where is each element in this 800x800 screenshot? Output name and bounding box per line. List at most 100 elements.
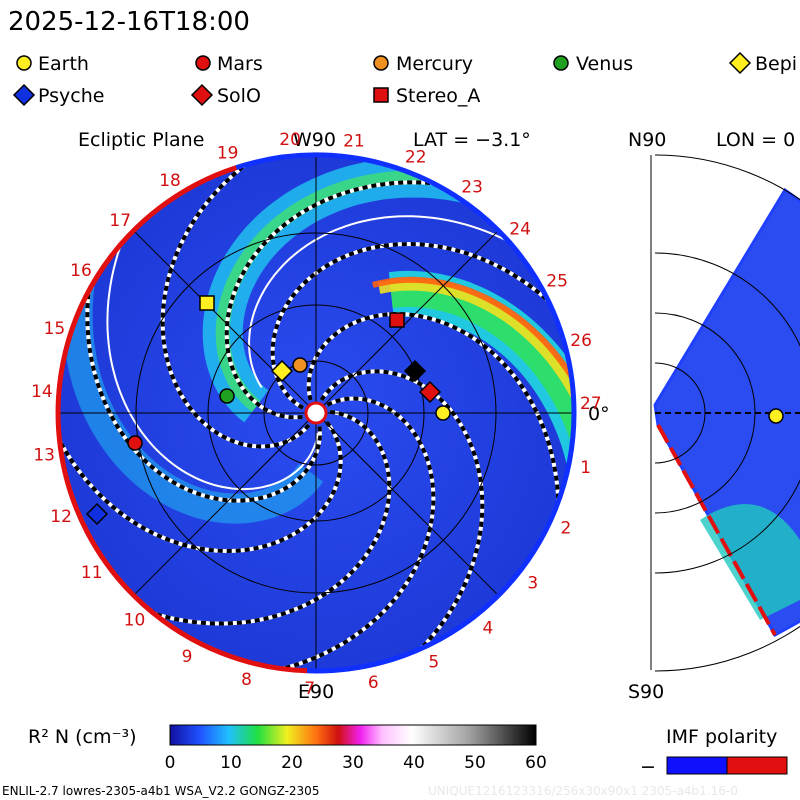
colorbar-tick-label: 10 <box>220 753 242 773</box>
body-marker <box>219 388 235 404</box>
sector-label: 1 <box>580 458 591 478</box>
field-line <box>160 155 350 449</box>
field-line <box>167 396 436 671</box>
meridional-panel: N90 LON = 0 S90 <box>628 129 800 703</box>
legend-label: Mars <box>217 53 263 75</box>
sector-label: 18 <box>159 171 181 191</box>
sector-label: 13 <box>33 446 55 466</box>
legend-marker <box>373 87 389 103</box>
sector-label: 12 <box>50 507 72 527</box>
sector-label: 4 <box>482 619 493 639</box>
sector-label: 15 <box>44 319 66 339</box>
longitude-label: LON = 0 <box>716 129 795 151</box>
sector-boundary <box>106 155 319 491</box>
polarity-positive <box>726 756 788 775</box>
sector-label: 6 <box>368 673 379 693</box>
sector-label: 14 <box>31 382 53 402</box>
sector-label: 9 <box>182 647 193 667</box>
body-marker <box>403 359 427 383</box>
colorbar <box>169 724 537 746</box>
sector-label: 8 <box>241 670 252 690</box>
legend-label: Mercury <box>396 53 473 75</box>
legend-label: SolO <box>217 85 261 107</box>
polarity-edge <box>656 424 777 636</box>
legend: Earth Mars Mercury Venus Bepi Psyche Sol… <box>12 51 797 107</box>
sector-label: 24 <box>509 220 531 240</box>
axis-label: N90 <box>628 129 666 151</box>
colorbar-tick-label: 40 <box>403 753 425 773</box>
model-info: ENLIL-2.7 lowres-2305-a4b1 WSA_V2.2 GONG… <box>2 784 319 798</box>
sector-label: 23 <box>461 178 483 198</box>
polarity-negative <box>666 756 728 775</box>
field-line <box>270 241 574 410</box>
density-patch <box>700 504 800 620</box>
legend-marker <box>728 51 752 75</box>
legend-label: Psyche <box>38 85 104 107</box>
density-stream <box>372 276 574 475</box>
sector-label: 16 <box>70 261 92 281</box>
range-ring <box>654 154 800 672</box>
polarity-arc <box>306 412 577 674</box>
sector-label: 2 <box>561 519 572 539</box>
body-marker <box>127 435 143 451</box>
colorbar-tick-label: 60 <box>525 753 547 773</box>
legend-marker <box>553 55 569 71</box>
legend-label: Bepi <box>755 53 797 75</box>
sector-label: 25 <box>546 272 568 292</box>
body-marker <box>270 359 294 383</box>
sector-label: 17 <box>109 211 131 231</box>
sector-label: 11 <box>81 563 103 583</box>
field-line <box>224 180 544 420</box>
sun <box>304 401 328 425</box>
field-line <box>85 181 322 503</box>
sector-label: 20 <box>279 130 301 150</box>
colorbar-tick-label: 30 <box>342 753 364 773</box>
sector-label: 22 <box>405 148 427 168</box>
legend-label: Earth <box>38 53 89 75</box>
latitude-label: LAT = −3.1° <box>413 129 531 151</box>
timestamp: 2025-12-16T18:00 <box>8 7 250 37</box>
axis-label: W90 <box>293 129 336 151</box>
sector-label: 27 <box>580 394 602 414</box>
sector-label: 5 <box>428 653 439 673</box>
sector-label: 21 <box>343 132 365 152</box>
polarity-minus: − <box>640 756 656 778</box>
field-line <box>319 369 485 671</box>
colorbar-ticks: 0 10 20 30 40 50 60 <box>165 753 547 773</box>
polarity-arc <box>55 165 308 674</box>
colorbar-tick-label: 20 <box>281 753 303 773</box>
sector-label: 3 <box>527 573 538 593</box>
axis-label: E90 <box>298 681 334 703</box>
polarity-arc <box>235 152 577 414</box>
body-marker <box>292 357 308 373</box>
density-stream <box>389 280 574 518</box>
body-marker <box>85 502 109 526</box>
body-marker <box>435 405 451 421</box>
sector-label: 10 <box>124 611 146 631</box>
axis-label: 0° <box>588 403 610 425</box>
field-line <box>58 410 392 626</box>
legend-label: Stereo_A <box>396 85 480 107</box>
legend-label: Venus <box>576 53 633 75</box>
body-marker <box>418 380 442 404</box>
earth-marker <box>768 408 784 424</box>
colorbar-label: R² N (cm⁻³) <box>28 726 137 748</box>
legend-marker <box>16 55 32 71</box>
sector-label: 19 <box>217 144 239 164</box>
body-marker <box>199 295 215 311</box>
sector-label: 7 <box>304 679 315 699</box>
body-marker <box>389 312 405 328</box>
panel-title: Ecliptic Plane <box>78 129 204 151</box>
legend-marker <box>190 83 214 107</box>
sector-label: 26 <box>570 331 592 351</box>
watermark: UNIQUE1216123316/256x30x90x1 2305-a4b1.1… <box>428 784 738 798</box>
field-line <box>306 311 561 616</box>
field-line <box>58 329 343 554</box>
density-stream <box>377 278 574 490</box>
legend-marker <box>373 55 389 71</box>
colorbar-tick-label: 50 <box>464 753 486 773</box>
colorbar-tick-label: 0 <box>165 753 176 773</box>
legend-marker <box>195 55 211 71</box>
